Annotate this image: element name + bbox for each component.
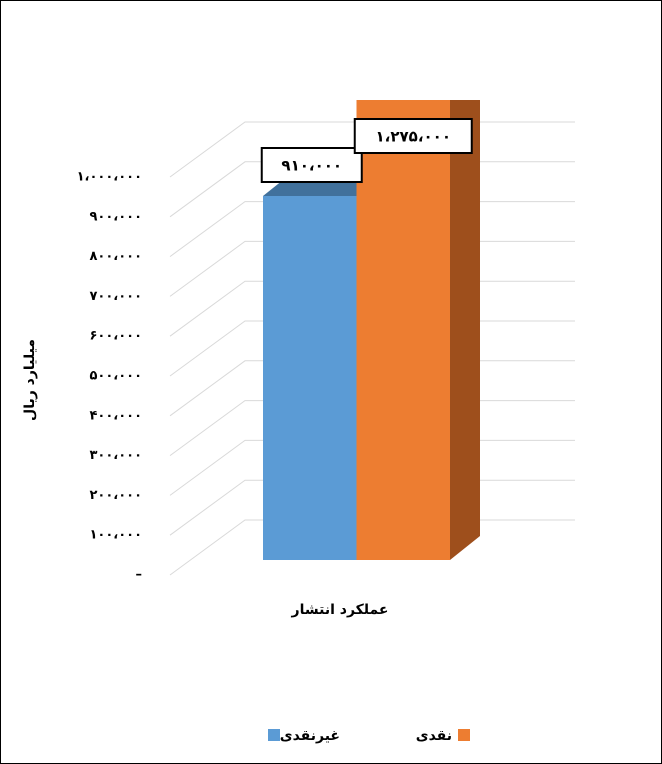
x-tick-label: عملکرد انتشار [291,602,389,618]
data-label: ۹۱۰،۰۰۰ [281,157,342,175]
bar-side [450,100,480,560]
legend-label: نقدی [416,728,452,744]
legend-label: غیرنقدی [280,728,340,744]
bar [263,196,357,560]
y-tick-label: ۳۰۰،۰۰۰ [89,448,142,463]
y-tick-label: ۹۰۰،۰۰۰ [89,209,142,224]
y-tick-label: ۷۰۰،۰۰۰ [89,289,142,304]
plot-area [263,100,480,560]
data-label: ۱،۲۷۵،۰۰۰ [376,128,451,146]
data-label-box [260,147,363,183]
y-tick-label: – [136,568,143,583]
y-tick-label: ۸۰۰،۰۰۰ [89,249,142,264]
y-tick-label: ۶۰۰،۰۰۰ [89,329,142,344]
y-tick-label: ۵۰۰،۰۰۰ [89,369,142,384]
bar [356,100,450,560]
y-axis-label: میلیارد ریال [22,339,38,421]
data-label-box [353,118,473,154]
y-tick-label: ۲۰۰،۰۰۰ [89,488,142,503]
y-tick-label: ۱،۰۰۰،۰۰۰ [77,170,142,185]
legend-swatch [458,729,470,741]
y-tick-label: ۱۰۰،۰۰۰ [89,528,142,543]
y-tick-label: ۴۰۰،۰۰۰ [89,408,142,423]
legend-swatch [268,729,280,741]
